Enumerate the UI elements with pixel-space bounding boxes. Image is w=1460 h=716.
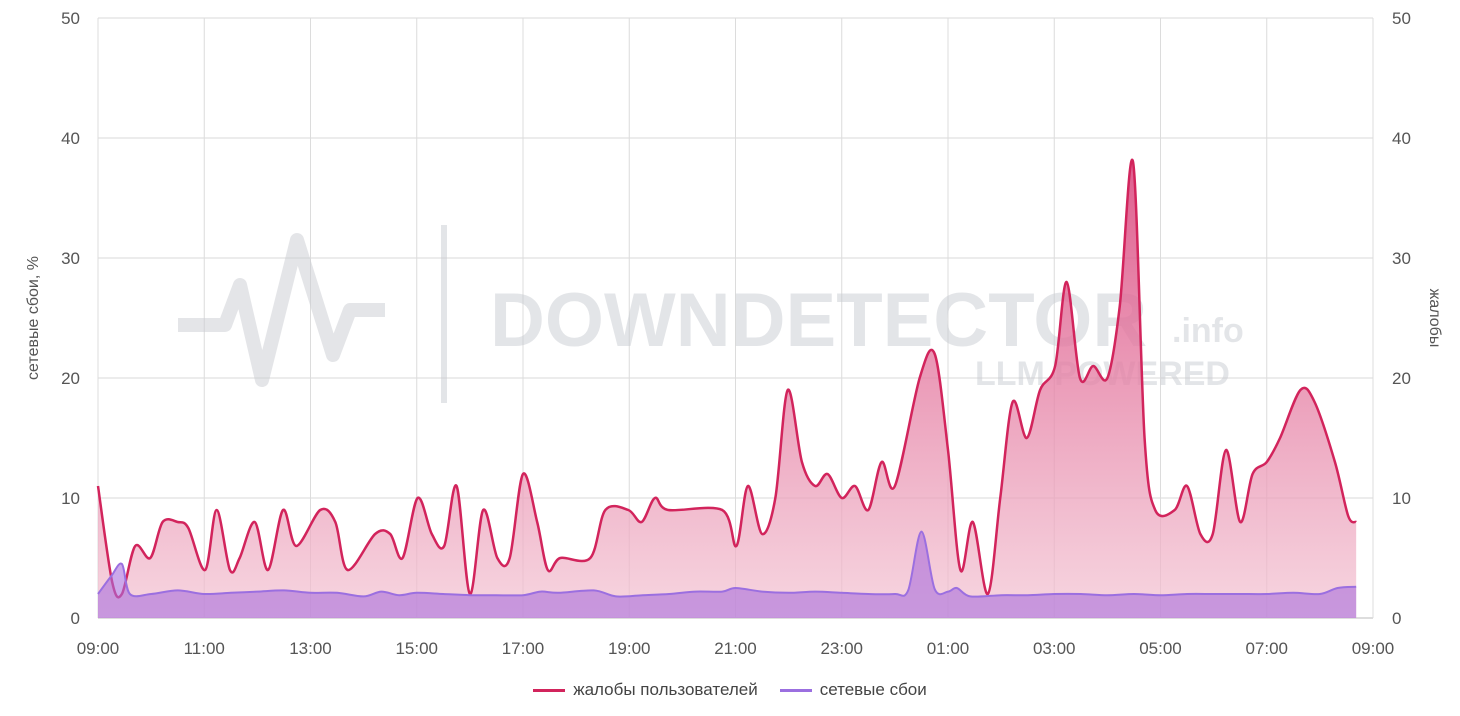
y-tick-right: 0 <box>1392 609 1401 628</box>
x-tick: 03:00 <box>1033 639 1076 658</box>
legend-swatch-outages <box>779 688 812 692</box>
y-tick-right: 40 <box>1392 129 1411 148</box>
area-outages <box>98 531 1357 618</box>
x-tick: 09:00 <box>77 639 120 658</box>
y-tick-left: 0 <box>71 609 80 628</box>
x-tick: 01:00 <box>927 639 970 658</box>
y-tick-right: 10 <box>1392 489 1411 508</box>
line-outages <box>97 530 1357 598</box>
watermark-brand: DOWNDETECTOR <box>490 278 1147 363</box>
ticks: 0 0 10 10 20 20 30 30 40 40 50 50 09:00 11:00 13:00 15:… <box>61 9 1411 658</box>
watermark: DOWNDETECTOR .info LLM POWERED <box>178 225 1244 403</box>
legend-item-complaints[interactable]: жалобы пользователей <box>533 680 758 700</box>
y-tick-left: 20 <box>61 369 80 388</box>
y-tick-right: 20 <box>1392 369 1411 388</box>
legend-item-outages[interactable]: сетевые сбои <box>779 680 927 700</box>
x-tick: 13:00 <box>289 639 332 658</box>
y-tick-left: 40 <box>61 129 80 148</box>
x-tick: 21:00 <box>714 639 757 658</box>
watermark-suffix: .info <box>1172 312 1244 350</box>
x-tick: 09:00 <box>1352 639 1395 658</box>
watermark-logo-icon <box>178 233 385 387</box>
x-tick: 23:00 <box>820 639 863 658</box>
right-axis-title: жалобы <box>1426 289 1443 348</box>
y-tick-left: 50 <box>61 9 80 28</box>
x-tick: 11:00 <box>184 639 225 658</box>
x-tick: 19:00 <box>608 639 651 658</box>
x-tick: 05:00 <box>1139 639 1182 658</box>
legend-swatch-complaints <box>533 688 566 692</box>
legend-label-complaints: жалобы пользователей <box>573 680 758 699</box>
line-complaints <box>96 158 1357 599</box>
watermark-divider <box>441 225 447 403</box>
x-tick: 17:00 <box>502 639 545 658</box>
area-complaints <box>98 159 1357 618</box>
y-tick-left: 30 <box>61 249 80 268</box>
x-tick: 07:00 <box>1245 639 1288 658</box>
y-tick-left: 10 <box>61 489 80 508</box>
legend-label-outages: сетевые сбои <box>819 680 927 699</box>
left-axis-title: сетевые сбои, % <box>25 256 42 380</box>
legend: жалобы пользователей сетевые сбои <box>0 680 1460 700</box>
series-layer <box>96 158 1357 618</box>
x-tick: 15:00 <box>395 639 438 658</box>
y-tick-right: 30 <box>1392 249 1411 268</box>
y-tick-right: 50 <box>1392 9 1411 28</box>
